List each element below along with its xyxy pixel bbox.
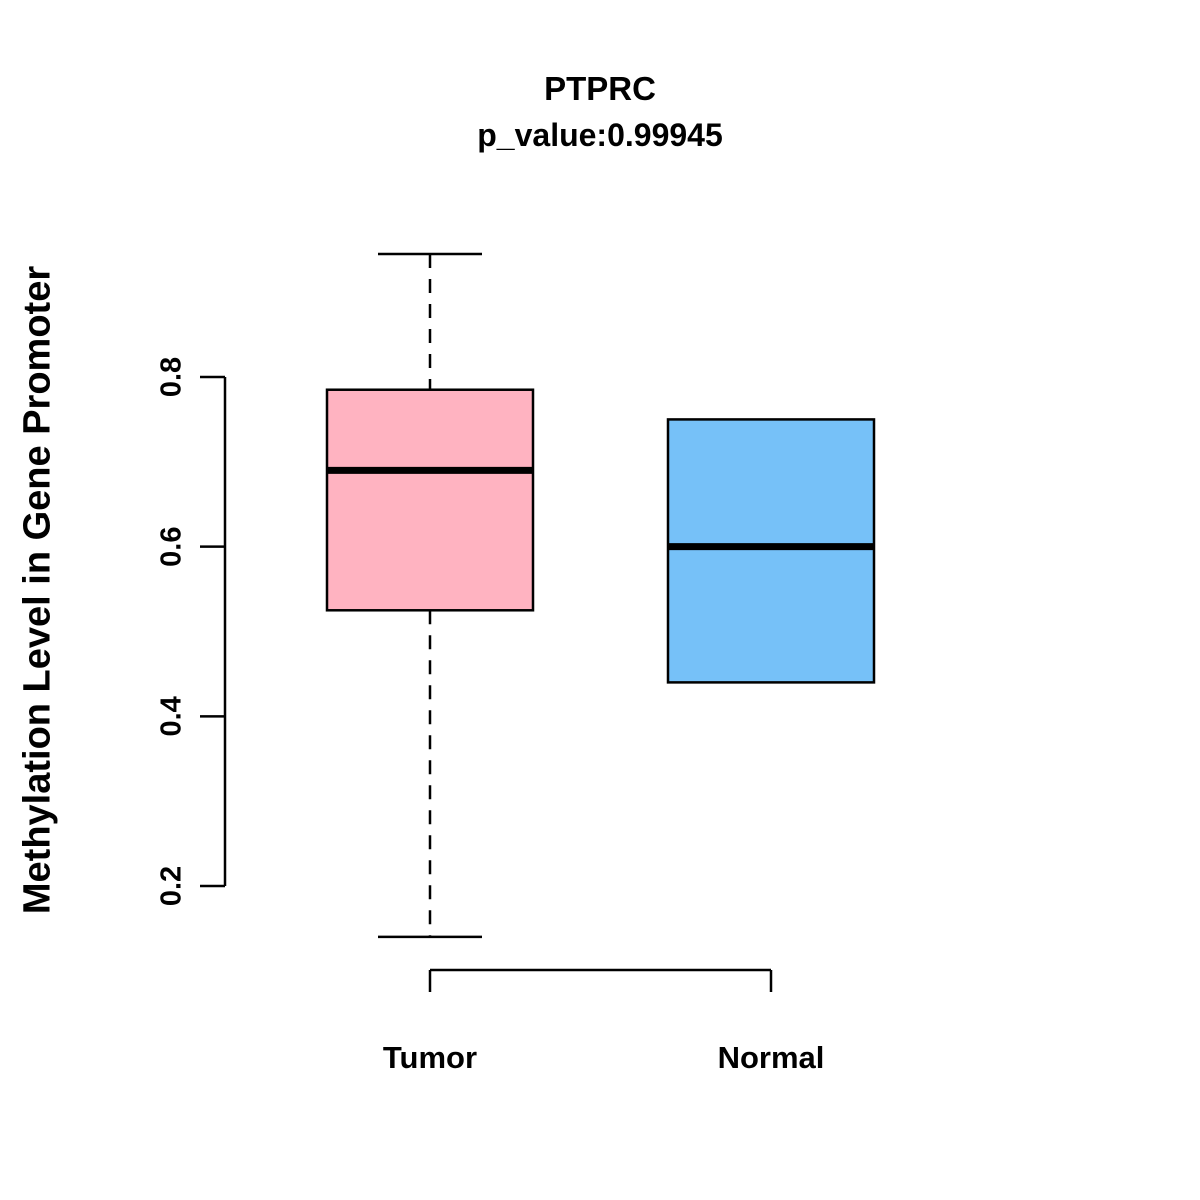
- box-tumor: [325, 388, 535, 612]
- chart-subtitle: p_value:0.99945: [477, 117, 723, 153]
- x-category-label-tumor: Tumor: [383, 1040, 477, 1075]
- y-tick-label: 0.2: [156, 866, 188, 906]
- box-normal: [666, 418, 876, 684]
- y-tick-label: 0.4: [156, 696, 188, 736]
- chart-title: PTPRC: [544, 70, 656, 107]
- y-tick-label: 0.8: [156, 357, 188, 397]
- y-tick-label: 0.6: [156, 527, 188, 567]
- x-category-label-normal: Normal: [718, 1040, 825, 1075]
